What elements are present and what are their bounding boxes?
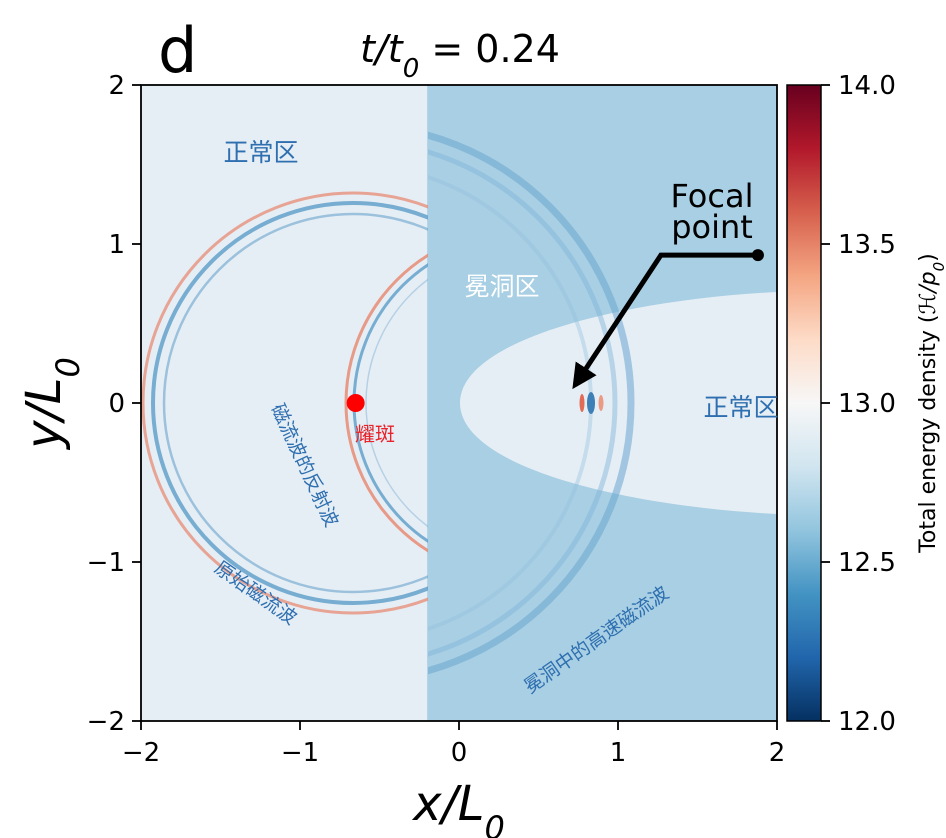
- x-axis-label-sub: 0: [484, 809, 504, 838]
- label-cavity-region: 冕洞区: [464, 272, 539, 301]
- reflected-wave-faint: [365, 278, 428, 528]
- x-axis-label-base: x/L: [411, 776, 484, 832]
- y-axis-label: y/L0: [16, 357, 87, 451]
- normal-region-left: [141, 85, 428, 721]
- colorbar-tick-label: 13.0: [838, 389, 896, 419]
- original-wave-red: [141, 191, 428, 615]
- fast-wave-middle: [428, 149, 618, 657]
- x-tick-label: −2: [122, 738, 160, 768]
- colorbar-tick-label: 14.0: [838, 71, 896, 101]
- title-sub: 0: [403, 54, 420, 84]
- colorbar: 12.0 12.5 13.0 13.5 14.0 Total energy densit…: [786, 71, 946, 737]
- colorbar-label: Total energy density (ℋ/p0): [916, 253, 946, 554]
- x-axis: −2 −1 0 1 2: [122, 721, 785, 768]
- focal-anchor-dot: [751, 249, 764, 262]
- flare-marker: [346, 394, 365, 412]
- focal-point-feature: [579, 392, 604, 414]
- panel-label: d: [158, 14, 197, 87]
- colorbar-label-end: ): [916, 253, 941, 262]
- y-tick-label: 1: [108, 230, 125, 260]
- x-tick-label: −1: [281, 738, 319, 768]
- colorbar-ticks: 12.0 12.5 13.0 13.5 14.0: [821, 71, 896, 737]
- x-tick-label: 0: [451, 738, 468, 768]
- focal-red-lobe: [579, 394, 585, 412]
- y-tick-label: 2: [108, 71, 125, 101]
- focal-point-label-line2: point: [671, 208, 753, 246]
- y-axis: −2 −1 0 1 2: [87, 71, 141, 737]
- original-wave-blue-inner: [162, 212, 428, 594]
- colorbar-label-sub: 0: [930, 262, 946, 272]
- label-flare: 耀斑: [355, 422, 395, 446]
- title-base: t/t: [360, 27, 405, 71]
- y-tick-label: −1: [87, 548, 125, 578]
- colorbar-tick-label: 12.5: [838, 548, 896, 578]
- y-axis-label-base: y/L: [16, 378, 72, 451]
- focal-point-label-line1: Focal: [671, 177, 754, 215]
- x-axis-label: x/L0: [411, 776, 505, 838]
- label-normal-region-left: 正常区: [223, 138, 298, 167]
- reflected-wave-red: [344, 253, 428, 553]
- colorbar-label-text: Total energy density (: [916, 315, 941, 554]
- focal-blue-lobe: [587, 392, 595, 414]
- colorbar-gradient: [786, 84, 822, 722]
- title-rest: = 0.24: [419, 27, 560, 71]
- y-tick-label: 0: [108, 389, 125, 419]
- x-tick-label: 2: [769, 738, 786, 768]
- x-tick-label: 1: [610, 738, 627, 768]
- focal-red-lobe-right: [598, 395, 604, 411]
- focal-point-arrow: [572, 252, 758, 390]
- colorbar-tick-label: 12.0: [838, 707, 896, 737]
- colorbar-tick-label: 13.5: [838, 230, 896, 260]
- colorbar-label-math: ℋ/p: [916, 271, 941, 314]
- label-normal-region-right: 正常区: [703, 393, 778, 422]
- normal-region-parabola: [460, 292, 777, 514]
- fast-wave-outer: [428, 131, 635, 675]
- original-wave-blue: [151, 201, 428, 605]
- y-axis-label-sub: 0: [49, 357, 87, 377]
- y-tick-label: −2: [87, 707, 125, 737]
- chart-title: t/t0 = 0.24: [360, 27, 560, 84]
